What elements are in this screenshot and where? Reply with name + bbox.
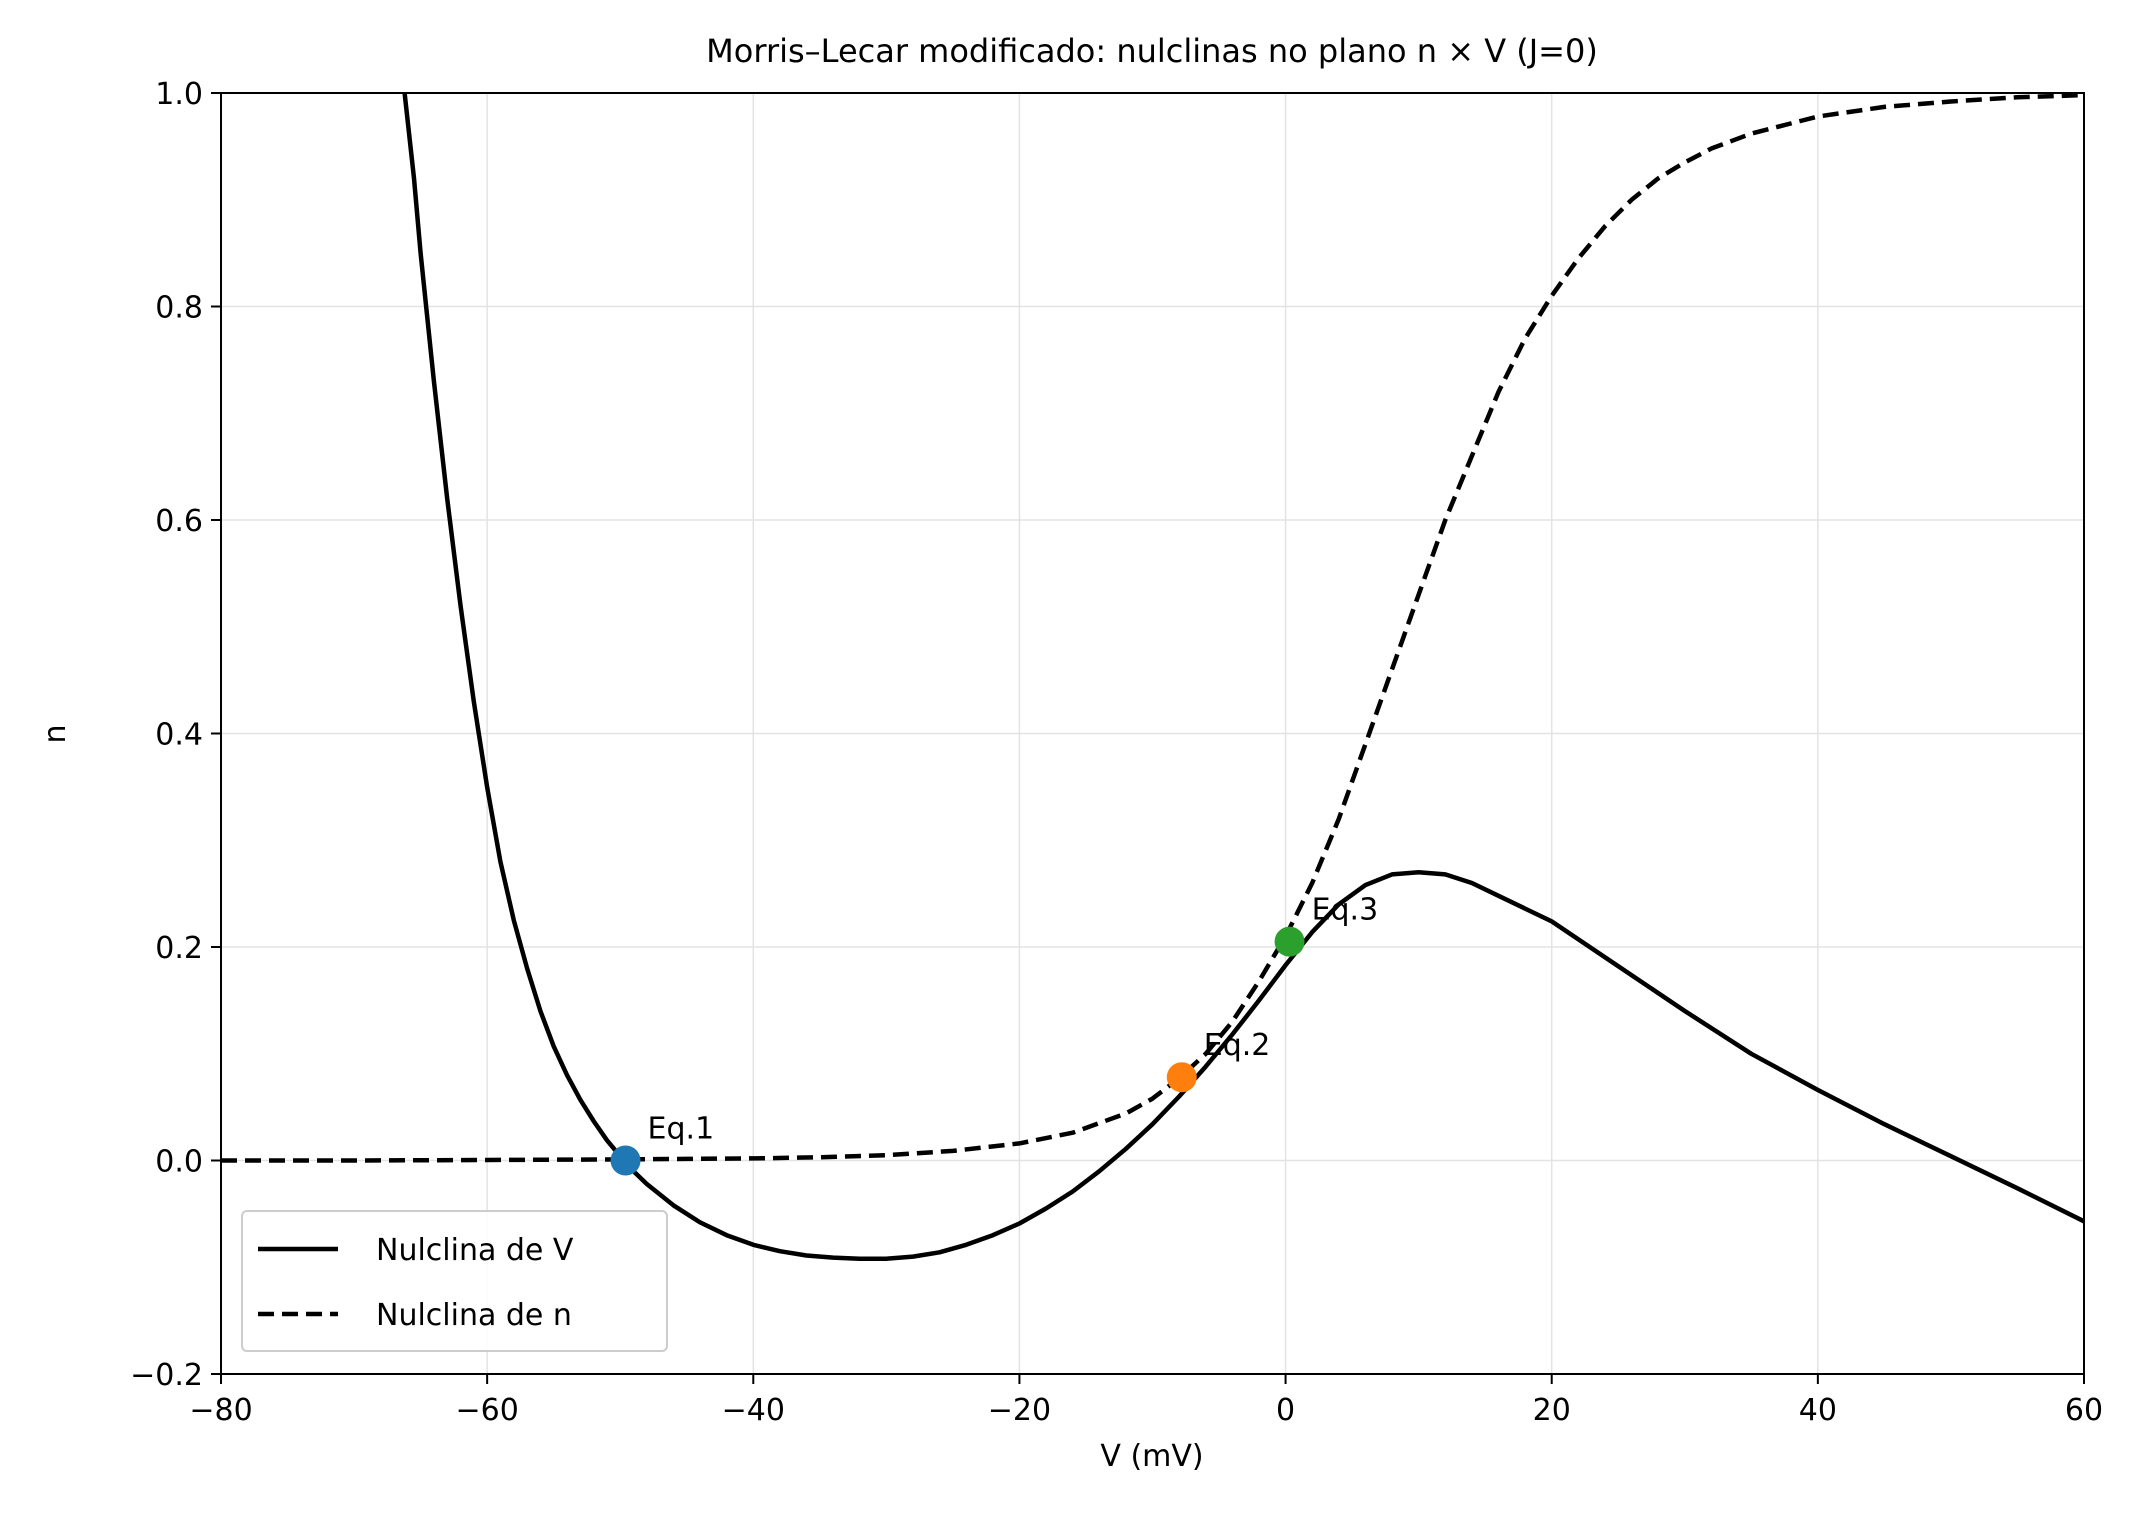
x-tick-label: 0: [1276, 1393, 1295, 1428]
chart-title: Morris–Lecar modificado: nulclinas no pl…: [706, 32, 1598, 70]
x-axis-ticks: −80 −60 −40 −20 0 20 40 60: [189, 1374, 2103, 1428]
equilibrium-label-1: Eq.1: [648, 1112, 715, 1147]
x-tick-label: −60: [455, 1393, 518, 1428]
equilibrium-point-2: [1166, 1062, 1197, 1093]
equilibrium-points: Eq.1 Eq.2 Eq.3: [610, 893, 1379, 1176]
y-axis-label: n: [38, 724, 73, 743]
y-tick-label: −0.2: [130, 1358, 203, 1393]
equilibrium-label-2: Eq.2: [1204, 1028, 1271, 1063]
x-tick-label: −20: [988, 1393, 1051, 1428]
series-group: [221, 93, 2084, 1261]
legend-label-1: Nulclina de V: [376, 1233, 574, 1268]
x-tick-label: −40: [722, 1393, 785, 1428]
y-tick-label: 0.8: [155, 291, 203, 326]
y-tick-label: 0.6: [155, 504, 203, 539]
legend-label-2: Nulclina de n: [376, 1298, 572, 1333]
x-tick-label: 20: [1533, 1393, 1571, 1428]
x-tick-label: 40: [1799, 1393, 1837, 1428]
series-line-1: [402, 93, 2084, 1261]
equilibrium-label-3: Eq.3: [1312, 893, 1379, 928]
y-tick-label: 0.2: [155, 931, 203, 966]
y-tick-label: 0.4: [155, 718, 203, 753]
x-axis-label: V (mV): [1100, 1439, 1203, 1474]
series-line-2: [221, 93, 2084, 1163]
x-tick-label: −80: [189, 1393, 252, 1428]
legend: Nulclina de V Nulclina de n: [241, 1210, 668, 1352]
equilibrium-point-1: [610, 1145, 641, 1176]
x-tick-label: 60: [2065, 1393, 2103, 1428]
legend-box: [241, 1210, 668, 1352]
y-tick-label: 1.0: [155, 77, 203, 112]
y-axis-ticks: −0.2 0.0 0.2 0.4 0.6 0.8 1.0: [130, 77, 221, 1393]
equilibrium-point-3: [1274, 926, 1305, 957]
y-tick-label: 0.0: [155, 1145, 203, 1180]
